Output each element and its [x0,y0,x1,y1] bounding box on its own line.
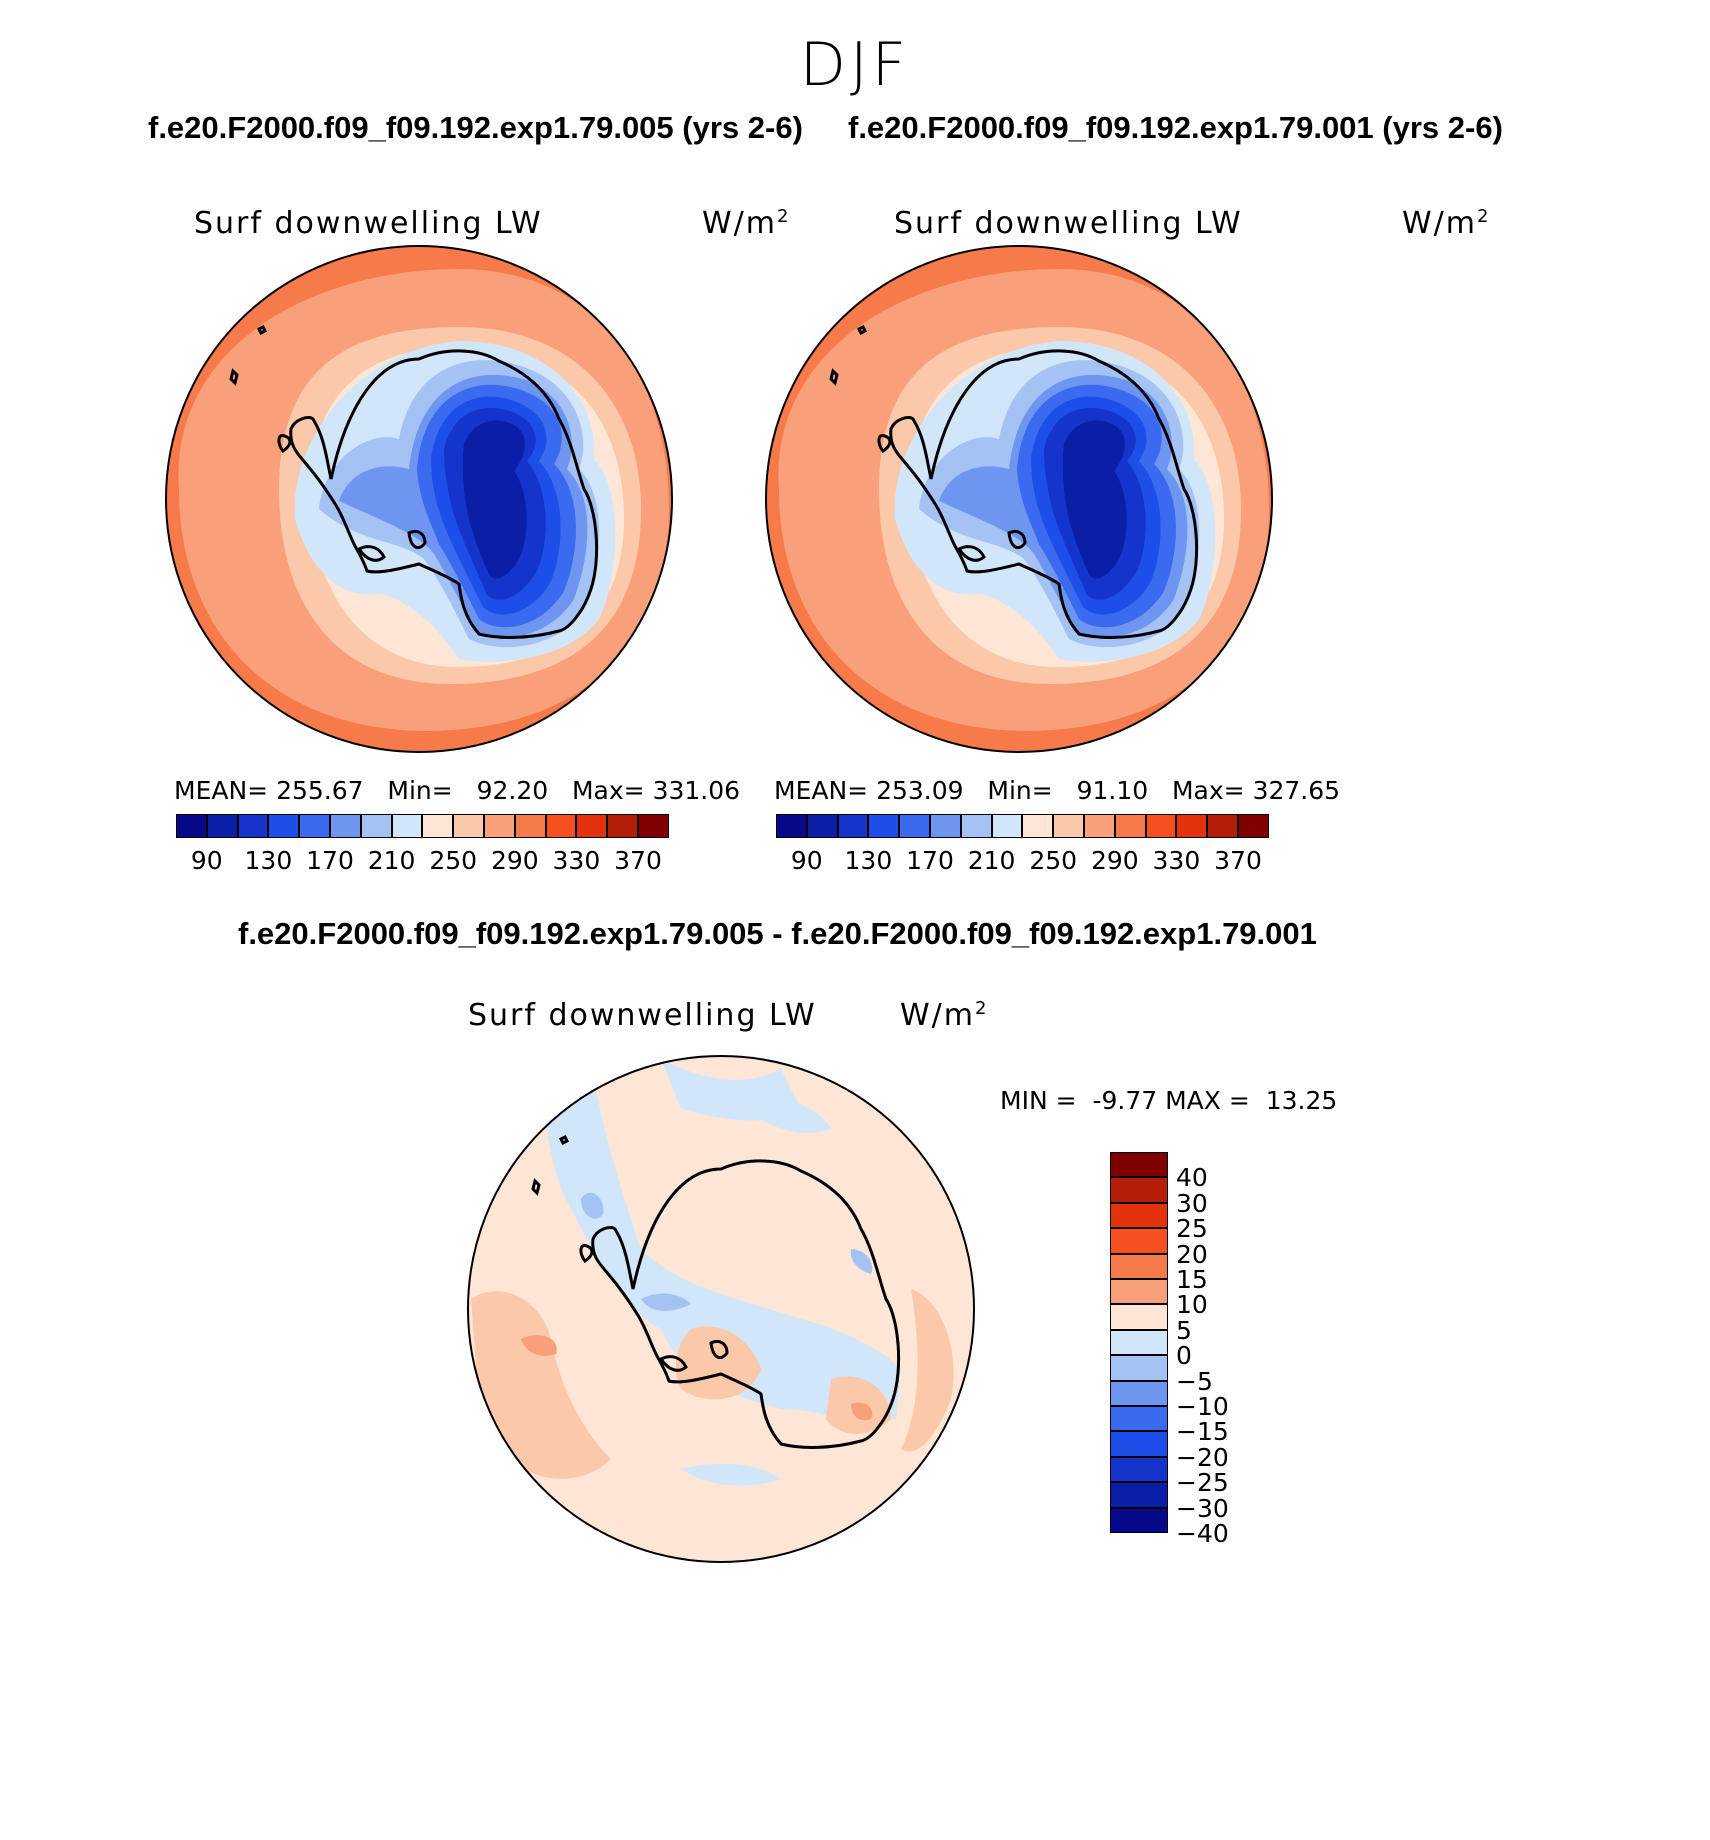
colorbar-tick-label: −10 [1176,1392,1229,1421]
colorbar-box [237,814,269,838]
colorbar-box [607,814,638,838]
colorbar-box [1110,1380,1168,1406]
colorbar-tick-label: 290 [1090,846,1139,875]
colorbar-box [1110,1482,1168,1508]
colorbar-box [1145,814,1177,838]
map-case-005 [165,245,673,753]
colorbar-box [806,814,838,838]
colorbar-box [1053,814,1084,838]
colorbar-box [1084,814,1115,838]
units-label-diff: W/m2 [900,998,989,1033]
colorbar-tick-label: 210 [367,846,416,875]
colorbar-tick-label: −25 [1176,1468,1229,1498]
colorbar-tick-label: 210 [967,846,1016,875]
colorbar-tick-label: 130 [844,846,893,875]
colorbar-tick-label: 40 [1176,1163,1208,1193]
colorbar-box [776,814,807,838]
colorbar-tick-label: 0 [1176,1341,1192,1371]
colorbar-box [868,814,900,838]
season-title: DJF [799,30,911,100]
colorbar-box [422,814,454,838]
units-label-right: W/m2 [1402,206,1491,241]
colorbar-box [484,814,515,838]
colorbar-box [545,814,577,838]
colorbar-box [576,814,608,838]
map-difference [467,1055,975,1563]
variable-label-left: Surf downwelling LW [194,206,543,241]
colorbar-box [299,814,330,838]
variable-label-diff: Surf downwelling LW [468,998,817,1033]
colorbar-box [1110,1507,1168,1533]
colorbar-box [1176,814,1208,838]
colorbar-box [1110,1431,1168,1457]
colorbar-box [960,814,992,838]
colorbar-tick-label: 25 [1176,1214,1208,1244]
colorbar-box [1022,814,1054,838]
colorbar-box [1110,1304,1168,1330]
variable-label-right: Surf downwelling LW [894,206,1243,241]
colorbar-box [991,814,1023,838]
case-title-left: f.e20.F2000.f09_f09.192.exp1.79.005 (yrs… [148,110,803,145]
colorbar-box [1110,1228,1168,1254]
diff-minmax: MIN = -9.77 MAX = 13.25 [1000,1086,1338,1115]
colorbar-tick-label: 370 [1214,846,1262,875]
colorbar-tick-label: 250 [1029,846,1078,875]
colorbar-box [1110,1355,1168,1381]
colorbar-tick-label: 170 [906,846,954,875]
map-case-001 [765,245,1273,753]
colorbar-box [330,814,361,838]
colorbar-box [1110,1456,1168,1483]
colorbar-box [1114,814,1146,838]
colorbar-tick-label: 370 [614,846,662,875]
colorbar-box [176,814,207,838]
case-title-right: f.e20.F2000.f09_f09.192.exp1.79.001 (yrs… [848,110,1503,145]
colorbar-tick-label: 170 [306,846,354,875]
colorbar-box [1110,1152,1168,1178]
colorbar-tick-label: −5 [1176,1366,1213,1396]
colorbar-box [899,814,930,838]
units-label-left: W/m2 [702,206,791,241]
colorbar-tick-label: 90 [790,846,823,875]
colorbar-box [360,814,392,838]
colorbar-box [1110,1406,1168,1432]
colorbar-tick-label: −40 [1176,1519,1229,1548]
colorbar-tick-label: 10 [1176,1290,1208,1320]
colorbar-box [1110,1177,1168,1203]
colorbar-box [1110,1279,1168,1305]
case-title-diff: f.e20.F2000.f09_f09.192.exp1.79.005 - f.… [238,916,1317,951]
colorbar-tick-label: 30 [1176,1188,1208,1218]
colorbar-box [837,814,869,838]
stats-line-left: MEAN= 255.67 Min= 92.20 Max= 331.06 [174,776,741,805]
colorbar-box [206,814,238,838]
colorbar-tick-label: 5 [1176,1315,1192,1345]
colorbar-box [1110,1253,1168,1279]
colorbar-tick-label: 330 [1152,846,1201,875]
colorbar-box [1238,814,1269,838]
stats-line-right: MEAN= 253.09 Min= 91.10 Max= 327.65 [774,776,1341,805]
colorbar-tick-label: 90 [190,846,223,875]
colorbar-tick-label: −15 [1176,1417,1229,1447]
colorbar-box [1110,1329,1168,1356]
colorbar-box [268,814,300,838]
colorbar-box [930,814,961,838]
colorbar-tick-label: 20 [1176,1239,1208,1269]
colorbar-tick-label: 290 [490,846,539,875]
colorbar-tick-label: 15 [1176,1265,1208,1294]
colorbar-tick-label: 330 [552,846,601,875]
colorbar-box [1110,1202,1168,1229]
colorbar-box [391,814,423,838]
colorbar-box [1207,814,1238,838]
colorbar-tick-label: −20 [1176,1442,1229,1472]
colorbar-tick-label: −30 [1176,1493,1229,1523]
colorbar-tick-label: 130 [244,846,293,875]
colorbar-box [453,814,484,838]
colorbar-tick-label: 250 [429,846,478,875]
colorbar-box [638,814,669,838]
colorbar-box [514,814,546,838]
